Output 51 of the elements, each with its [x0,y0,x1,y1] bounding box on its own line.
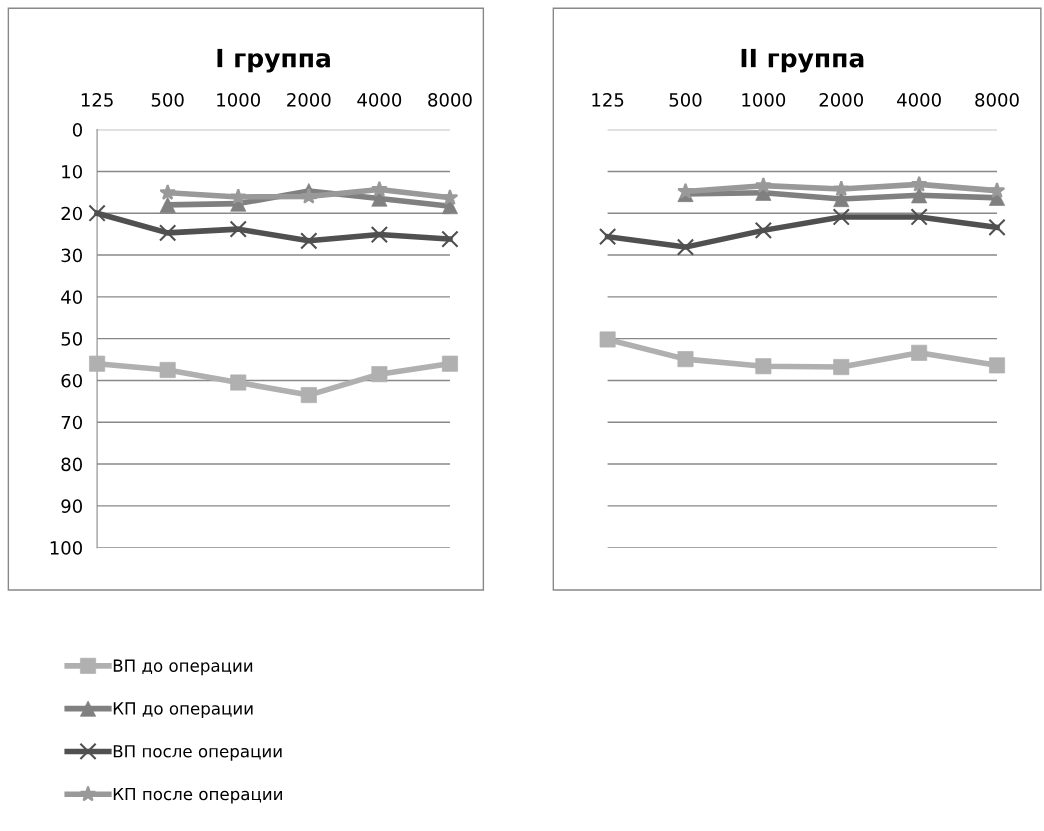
chart-title: II группа [741,48,864,73]
legend-label: ВП после операции [113,745,282,761]
point [832,180,850,197]
point [598,227,617,246]
x-tick-label: 8000 [428,93,472,107]
y-tick-label: 70 [61,415,82,430]
x-tick-label: 8000 [975,93,1019,107]
x-tick-label: 2000 [819,93,864,107]
point [441,189,459,205]
legend-label: КП до операции [113,702,253,718]
point [229,188,247,205]
point [677,182,694,199]
point [300,232,318,250]
y-tick-label: 40 [61,290,82,304]
point [229,220,247,238]
point [988,218,1006,237]
point [832,208,850,226]
point [755,176,772,193]
point [371,180,388,197]
legend-label: КП после операции [113,787,282,804]
chart-title: I группа [217,48,330,73]
y-tick-label: 50 [61,332,82,346]
x-tick-label: 125 [81,93,113,107]
x-tick-label: 2000 [287,93,331,107]
y-tick-label: 80 [61,457,82,472]
x-tick-label: 1000 [217,93,261,107]
y-tick-label: 10 [62,164,82,179]
point [88,204,106,222]
point [441,230,459,248]
y-tick-label: 20 [61,206,82,221]
x-tick-label: 500 [151,93,184,107]
y-tick-label: 30 [61,248,82,263]
x-tick-label: 500 [669,93,702,107]
point [159,184,176,200]
y-tick-label: 0 [72,123,82,137]
point [754,221,773,240]
point [910,175,928,192]
y-tick-label: 100 [50,541,82,555]
point [988,181,1006,198]
x-tick-label: 4000 [357,93,402,107]
x-tick-label: 4000 [897,93,941,107]
legend-label: ВП до операции [113,659,253,676]
point [910,208,928,226]
y-tick-label: 60 [61,373,82,388]
point [370,225,389,244]
point [911,344,928,361]
y-tick-label: 90 [61,499,82,513]
point [158,224,177,242]
x-tick-label: 125 [592,93,624,107]
point [676,238,695,256]
x-tick-label: 1000 [742,93,786,107]
